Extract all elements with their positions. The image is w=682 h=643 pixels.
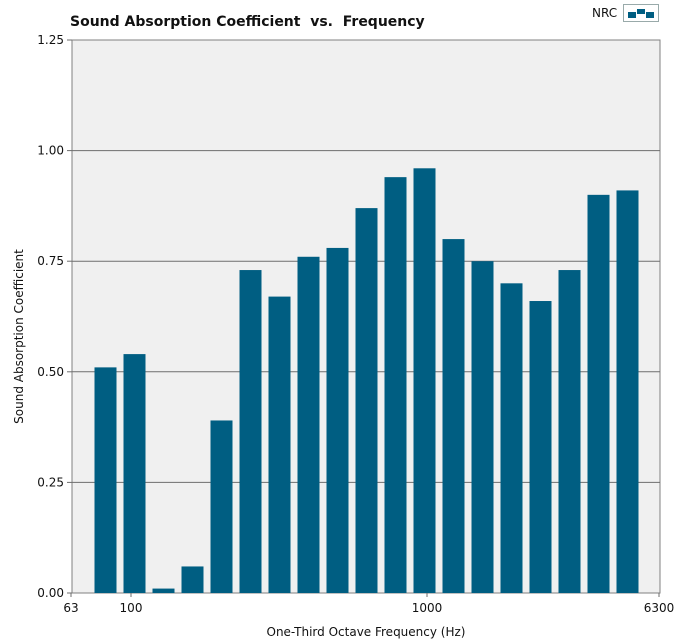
legend-bar-icon [623, 4, 660, 22]
bar [239, 270, 262, 593]
bar [123, 354, 146, 593]
bar [297, 256, 320, 593]
legend-label-nrc: NRC [592, 6, 618, 20]
bar [355, 208, 378, 593]
y-tick-label: 0.00 [37, 586, 64, 600]
y-tick-label: 1.25 [37, 33, 64, 47]
chart-title: Sound Absorption Coefficient vs. Frequen… [70, 14, 425, 30]
bar [587, 194, 610, 593]
y-tick-label: 0.50 [37, 365, 64, 379]
bar [529, 301, 552, 593]
bar [558, 270, 581, 593]
x-tick-label: 1000 [412, 601, 443, 615]
bar [413, 168, 436, 593]
legend[interactable]: NRC [592, 4, 660, 22]
x-axis-label: One-Third Octave Frequency (Hz) [267, 625, 466, 639]
x-tick-label: 100 [120, 601, 143, 615]
bar [94, 367, 117, 593]
bar [616, 190, 639, 593]
bar [152, 588, 175, 593]
y-axis-label: Sound Absorption Coefficient [12, 249, 26, 424]
bar [210, 420, 233, 593]
y-tick-label: 0.25 [37, 475, 64, 489]
bar [181, 566, 204, 593]
y-tick-label: 0.75 [37, 254, 64, 268]
bar [384, 177, 407, 594]
x-tick-label: 63 [63, 601, 78, 615]
bar [500, 283, 523, 593]
bar [442, 239, 465, 593]
y-tick-label: 1.00 [37, 144, 64, 158]
bar [268, 296, 291, 593]
x-tick-label: 6300 [644, 601, 675, 615]
bar [326, 247, 349, 594]
bar [471, 261, 494, 593]
